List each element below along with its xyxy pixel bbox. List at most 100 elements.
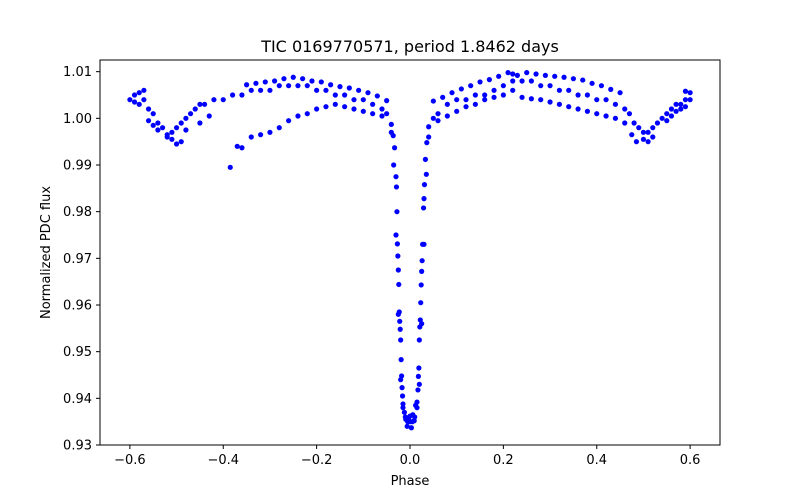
data-point <box>668 113 675 119</box>
data-point <box>463 97 469 103</box>
x-tick-label: −0.6 <box>114 453 146 468</box>
data-point <box>524 70 530 76</box>
y-tick-label: 0.96 <box>63 299 92 314</box>
data-point <box>673 101 679 107</box>
data-point <box>370 101 376 107</box>
data-point <box>594 97 600 103</box>
data-point <box>430 115 436 121</box>
data-point <box>435 118 441 124</box>
data-point <box>417 317 423 323</box>
data-point <box>159 125 166 131</box>
chart-title: TIC 0169770571, period 1.8462 days <box>260 37 559 56</box>
data-point <box>668 106 675 112</box>
y-tick-label: 0.97 <box>63 252 92 267</box>
data-point <box>561 74 567 80</box>
data-point <box>183 127 189 133</box>
data-point <box>192 106 198 112</box>
data-point <box>584 108 591 114</box>
data-point <box>570 76 577 82</box>
data-point <box>533 71 539 77</box>
data-points <box>127 70 693 431</box>
data-point <box>253 80 259 86</box>
data-point <box>248 87 254 93</box>
data-point <box>636 125 642 131</box>
data-point <box>514 72 520 78</box>
y-tick-label: 0.95 <box>63 345 92 360</box>
data-point <box>678 101 684 107</box>
data-point <box>463 104 469 110</box>
data-point <box>472 92 478 98</box>
data-point <box>401 409 407 415</box>
data-point <box>323 104 329 110</box>
data-point <box>454 97 460 103</box>
data-point <box>654 120 661 126</box>
data-point <box>281 76 287 82</box>
data-point <box>673 108 679 114</box>
data-point <box>393 174 399 180</box>
data-point <box>258 87 264 93</box>
data-point <box>547 83 553 89</box>
data-point <box>426 134 432 140</box>
data-point <box>169 136 175 142</box>
data-point <box>640 136 647 142</box>
data-point <box>491 94 497 100</box>
data-point <box>528 96 534 102</box>
data-point <box>542 72 548 78</box>
data-point <box>351 106 357 112</box>
data-point <box>399 393 406 399</box>
data-point <box>423 171 429 177</box>
data-point <box>556 87 563 93</box>
data-point <box>650 134 656 140</box>
data-point <box>396 309 402 315</box>
data-point <box>510 87 516 93</box>
data-point <box>444 101 450 107</box>
data-point <box>594 111 600 117</box>
data-point <box>566 87 572 93</box>
data-point <box>416 381 422 387</box>
data-point <box>346 85 352 91</box>
data-point <box>150 111 156 117</box>
data-point <box>374 93 380 99</box>
data-point <box>500 92 506 98</box>
data-point <box>323 87 329 93</box>
x-tick-label: 0.0 <box>400 453 421 468</box>
data-point <box>286 83 292 89</box>
data-point <box>491 87 497 93</box>
data-point <box>197 101 203 107</box>
data-point <box>300 76 306 82</box>
data-point <box>421 182 428 188</box>
data-point <box>468 83 474 89</box>
data-point <box>145 106 152 112</box>
data-point <box>411 418 417 424</box>
data-point <box>187 111 194 117</box>
x-axis-label: Phase <box>391 474 430 489</box>
data-point <box>589 80 595 86</box>
data-point <box>155 127 161 133</box>
data-point <box>645 129 651 135</box>
data-point <box>314 106 320 112</box>
data-point <box>622 106 628 112</box>
data-point <box>414 399 420 405</box>
data-point <box>612 101 619 107</box>
data-point <box>500 83 506 89</box>
data-point <box>384 111 390 117</box>
data-point <box>519 78 525 84</box>
data-point <box>391 162 397 168</box>
data-point <box>379 113 385 119</box>
data-point <box>664 111 670 117</box>
data-point <box>399 373 405 379</box>
data-point <box>169 129 175 135</box>
data-point <box>164 132 170 138</box>
data-point <box>629 132 635 138</box>
data-point <box>444 113 450 119</box>
data-point <box>404 423 410 429</box>
data-point <box>440 94 446 100</box>
data-point <box>229 92 236 98</box>
data-point <box>394 241 400 247</box>
data-point <box>394 209 400 215</box>
data-point <box>435 111 441 117</box>
x-tick-label: 0.6 <box>680 453 701 468</box>
data-point <box>575 92 581 98</box>
data-point <box>580 77 586 83</box>
